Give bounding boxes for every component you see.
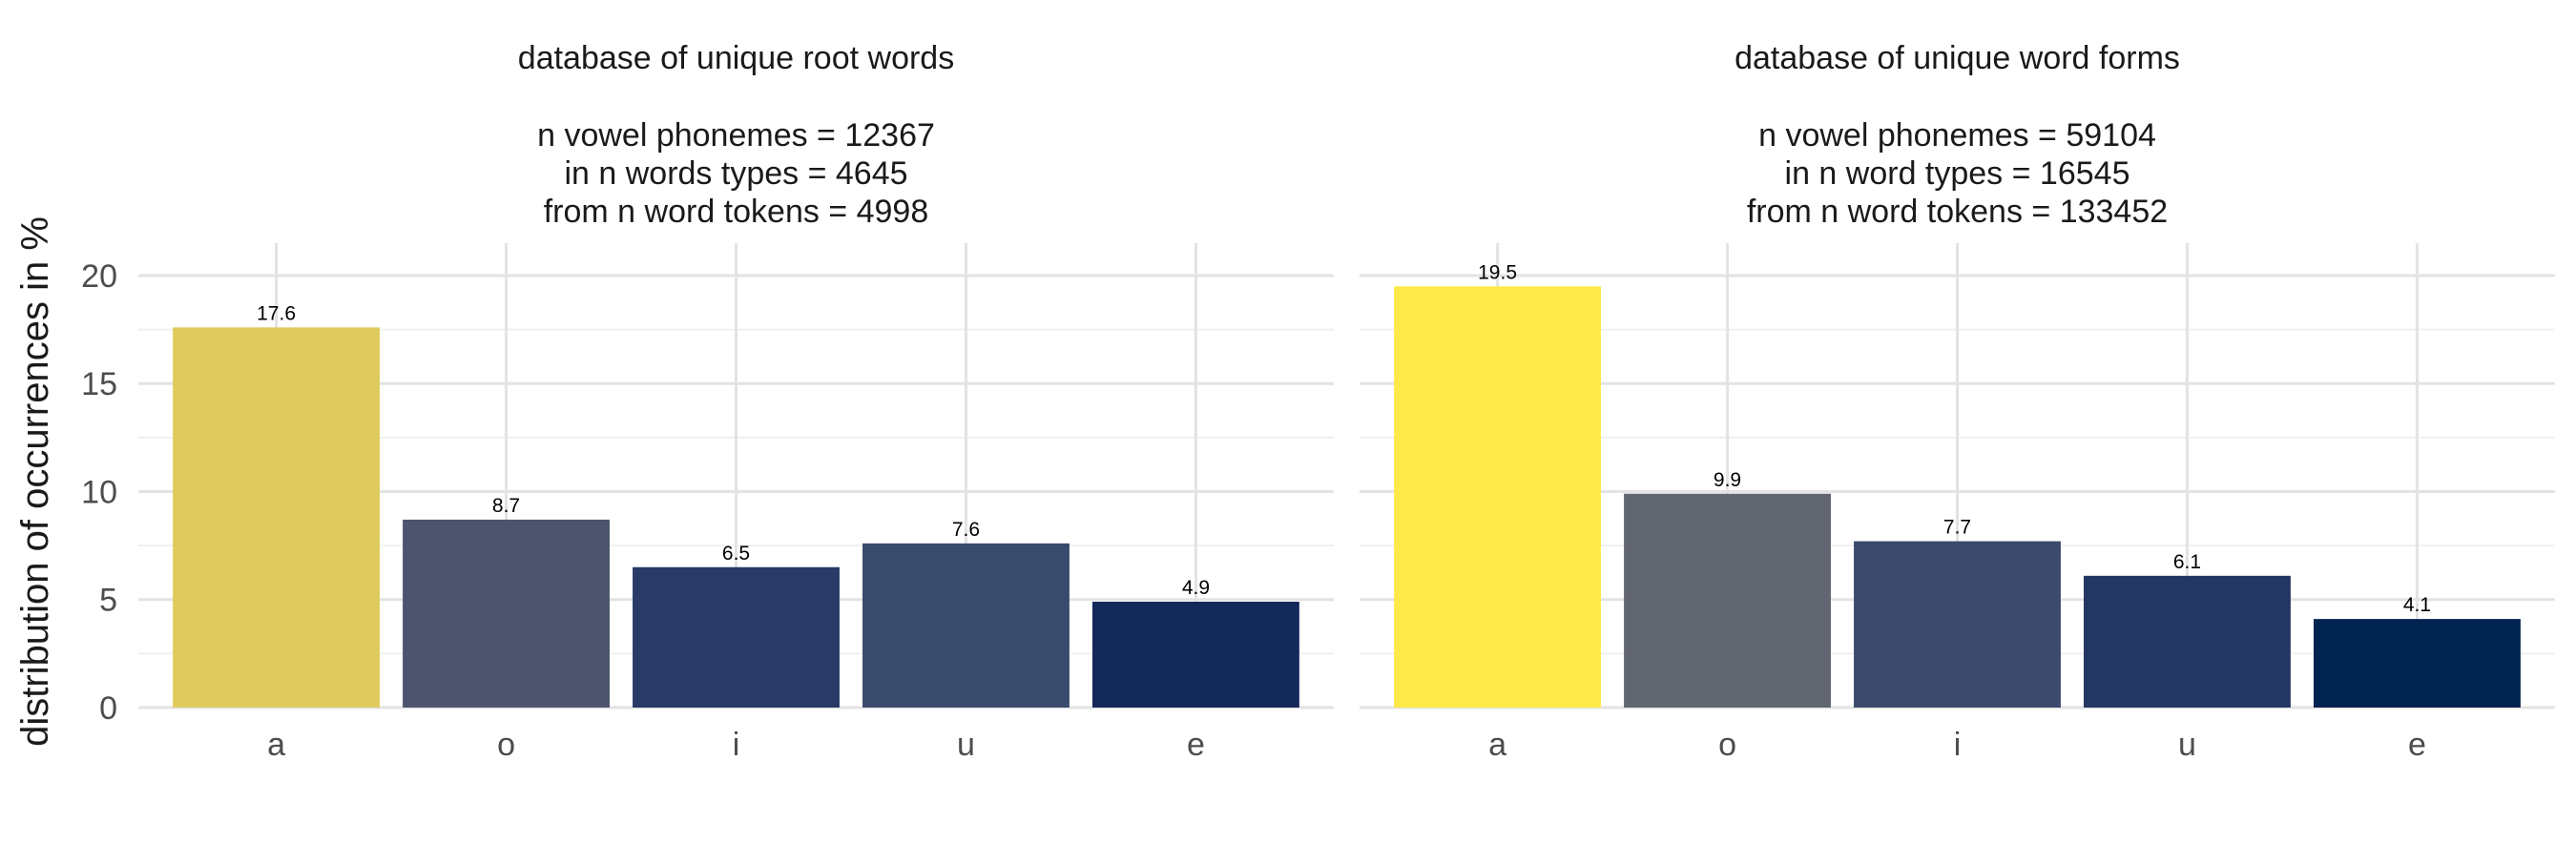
bar-a [1394, 286, 1602, 708]
y-tick-label: 10 [81, 474, 117, 510]
bar-e [2313, 619, 2521, 708]
bar-i [1854, 541, 2061, 708]
bar-value-label: 17.6 [257, 302, 296, 324]
x-tick-label: o [497, 727, 515, 763]
x-tick-label: u [957, 727, 975, 763]
y-axis-label: distribution of occurrences in % [14, 216, 56, 747]
bar-u [2084, 575, 2291, 708]
x-tick-label: o [1718, 727, 1736, 763]
panel-subtitle-line: in n words types = 4645 [564, 155, 907, 192]
bar-a [173, 327, 381, 708]
panel-subtitle-line: n vowel phonemes = 59104 [1758, 117, 2156, 154]
bar-value-label: 7.7 [1943, 517, 1971, 539]
x-tick-label: a [1488, 727, 1506, 763]
x-tick-label: a [267, 727, 285, 763]
bar-i [633, 566, 840, 708]
x-tick-label: e [2408, 727, 2426, 763]
bar-value-label: 19.5 [1478, 261, 1517, 283]
bar-u [862, 543, 1070, 708]
bar-o [1624, 493, 1831, 708]
bar-value-label: 8.7 [492, 495, 520, 517]
bar-value-label: 7.6 [952, 519, 980, 541]
bar-value-label: 4.1 [2403, 594, 2431, 616]
y-tick-label: 20 [81, 258, 117, 295]
y-tick-label: 15 [81, 366, 117, 402]
panel-title: database of unique word forms [1735, 40, 2180, 76]
panel-subtitle-line: from n word tokens = 133452 [1747, 194, 2168, 230]
y-tick-label: 5 [99, 583, 117, 619]
x-tick-label: i [1954, 727, 1962, 763]
bar-o [403, 519, 610, 708]
bar-value-label: 6.1 [2173, 551, 2201, 573]
x-tick-label: e [1187, 727, 1205, 763]
panel-subtitle-line: n vowel phonemes = 12367 [537, 117, 935, 154]
bar-value-label: 4.9 [1182, 577, 1210, 599]
bar-value-label: 6.5 [722, 543, 750, 565]
x-tick-label: i [733, 727, 740, 763]
panel-title: database of unique root words [518, 40, 954, 76]
bar-value-label: 9.9 [1714, 469, 1741, 491]
panel-subtitle-line: from n word tokens = 4998 [544, 194, 929, 230]
x-tick-label: u [2178, 727, 2196, 763]
y-tick-label: 0 [99, 690, 117, 727]
panel-subtitle-line: in n word types = 16545 [1785, 155, 2130, 192]
bar-e [1091, 602, 1299, 708]
